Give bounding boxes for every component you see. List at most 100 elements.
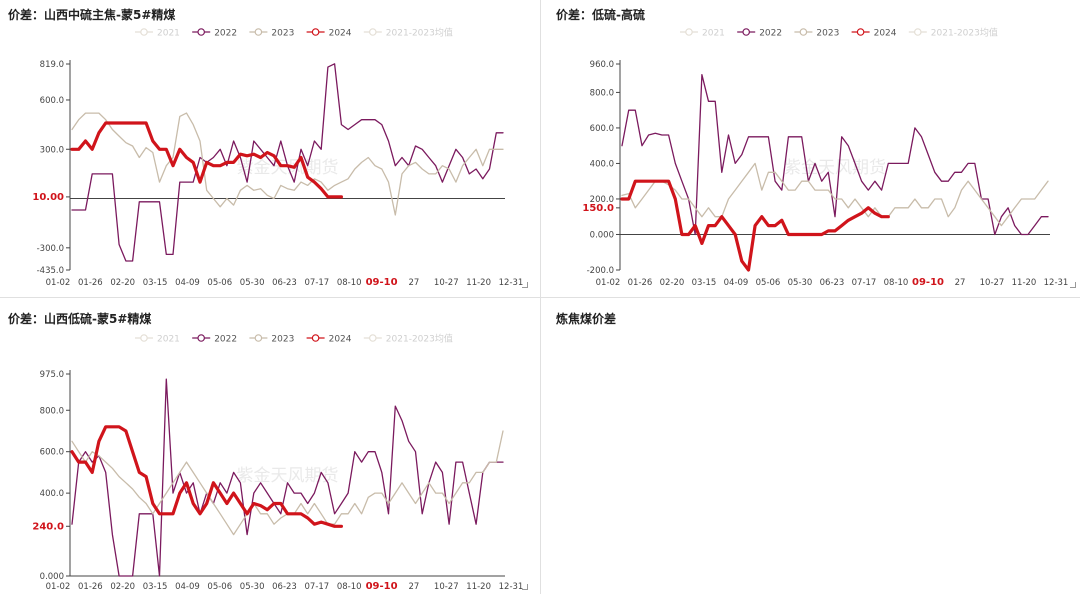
legend-label: 2021-2023均值 [386, 333, 453, 345]
x-tick-label: 04-09 [724, 278, 749, 288]
x-tick-label: 11-20 [466, 278, 491, 288]
series-line-0 [621, 74, 1049, 236]
x-tick-label: 01-26 [628, 278, 653, 288]
y-tick-label: 800.0 [590, 88, 614, 98]
legend-label: 2021 [157, 335, 180, 345]
x-tick-label: 09-10 [366, 277, 398, 288]
y-tick-label: 240.0 [32, 521, 64, 532]
legend-marker [140, 28, 148, 36]
legend-marker [254, 334, 263, 342]
x-tick-label: 07-17 [305, 582, 330, 592]
legend-marker [197, 334, 206, 342]
legend-marker [685, 28, 693, 36]
x-tick-label: 01-26 [78, 278, 103, 288]
chart-panel-top-left: 价差：山西中硫主焦-蒙5#精煤 2021 2022 2023 2024 2021-202… [0, 0, 532, 292]
x-tick-label: 01-02 [596, 278, 621, 288]
resize-handle[interactable] [1070, 282, 1076, 288]
x-tick-label: 01-02 [46, 582, 71, 592]
x-tick-label: 05-06 [207, 278, 232, 288]
x-tick-label: 04-09 [175, 278, 200, 288]
x-tick-label: 06-23 [272, 582, 297, 592]
legend-label: 2021 [157, 29, 180, 39]
resize-handle[interactable] [522, 282, 528, 288]
legend-label: 2023 [271, 335, 294, 345]
legend-marker [368, 28, 377, 36]
x-tick-label: 11-20 [466, 582, 491, 592]
x-tick-label: 09-10 [366, 581, 398, 592]
y-tick-label: 600.0 [40, 448, 64, 458]
legend-marker [913, 28, 922, 36]
series-line-0 [71, 378, 504, 577]
y-tick-label: 200.0 [590, 195, 614, 205]
x-tick-label: 08-10 [884, 278, 909, 288]
resize-handle[interactable] [522, 584, 528, 590]
legend-item-4: 2021-2023均值 [363, 333, 453, 345]
legend-item-2: 2023 [794, 28, 839, 39]
legend-item-3: 2024 [306, 28, 352, 39]
y-tick-label: 150.0 [582, 203, 614, 214]
legend-item-0: 2021 [135, 28, 180, 39]
legend-marker [140, 334, 148, 342]
legend-label: 2023 [816, 29, 839, 39]
x-tick-label: 07-17 [852, 278, 877, 288]
legend-item-2: 2023 [249, 334, 294, 345]
legend-item-4: 2021-2023均值 [908, 27, 998, 39]
series-line-2 [620, 179, 890, 272]
legend-label: 2021-2023均值 [386, 27, 453, 39]
x-tick-label: 02-20 [660, 278, 685, 288]
y-tick-label: 400.0 [40, 489, 64, 499]
series-line-1 [621, 162, 1049, 227]
legend-label: 2021-2023均值 [931, 27, 998, 39]
x-tick-label: 10-27 [434, 278, 459, 288]
watermark: 紫金天风期货 [237, 158, 339, 178]
legend-label: 2024 [329, 29, 352, 39]
x-tick-label: 04-09 [175, 582, 200, 592]
legend-label: 2023 [271, 29, 294, 39]
legend-label: 2024 [874, 29, 897, 39]
y-tick-label: -435.0 [37, 266, 64, 276]
x-tick-label: 03-15 [692, 278, 717, 288]
legend-item-3: 2024 [851, 28, 897, 39]
series-line-2 [70, 121, 343, 199]
x-tick-label: 12-31 [1044, 278, 1069, 288]
y-tick-label: 400.0 [590, 159, 614, 169]
legend-marker [311, 334, 320, 342]
legend-marker [799, 28, 808, 36]
chart-svg: 低硫-高硫中硫-蒙煤低硫-蒙煤紫金天风期货700.0600.0500.0400.… [548, 304, 1080, 594]
legend-item-0: 2021 [135, 334, 180, 345]
x-tick-label: 07-17 [305, 278, 330, 288]
legend-item-4: 2021-2023均值 [363, 27, 453, 39]
legend-marker [197, 28, 206, 36]
panel-title: 价差：低硫-高硫 [556, 8, 645, 22]
panel-title: 价差：山西中硫主焦-蒙5#精煤 [8, 8, 176, 22]
legend-label: 2022 [214, 335, 237, 345]
legend-marker [311, 28, 320, 36]
x-tick-label: 08-10 [337, 278, 362, 288]
y-tick-label: 10.00 [32, 192, 64, 203]
x-tick-label: 11-20 [1012, 278, 1037, 288]
x-tick-label: 12-31 [499, 582, 524, 592]
series-line-1 [71, 112, 504, 216]
x-tick-label: 12-31 [499, 278, 524, 288]
y-tick-label: 0.000 [40, 572, 64, 582]
x-tick-label: 06-23 [820, 278, 845, 288]
watermark: 紫金天风期货 [784, 158, 886, 178]
legend-label: 2024 [329, 335, 352, 345]
legend-item-1: 2022 [192, 334, 237, 345]
y-tick-label: 600.0 [40, 96, 64, 106]
legend-item-1: 2022 [737, 28, 782, 39]
x-tick-label: 27 [409, 582, 420, 592]
chart-panel-bottom-right: 炼焦煤价差 低硫-高硫中硫-蒙煤低硫-蒙煤紫金天风期货700.0600.0500… [548, 304, 1080, 594]
x-tick-label: 05-06 [756, 278, 781, 288]
watermark: 紫金天风期货 [237, 466, 339, 486]
x-tick-label: 01-26 [78, 582, 103, 592]
x-tick-label: 27 [409, 278, 420, 288]
x-tick-label: 08-10 [337, 582, 362, 592]
legend-label: 2022 [759, 29, 782, 39]
chart-panel-bottom-left: 价差：山西低硫-蒙5#精煤 2021 2022 2023 2024 2021-2023均… [0, 304, 532, 594]
panel-divider-vertical [540, 0, 541, 594]
y-tick-label: 819.0 [40, 60, 64, 70]
legend-marker [368, 334, 377, 342]
legend-item-0: 2021 [680, 28, 725, 39]
